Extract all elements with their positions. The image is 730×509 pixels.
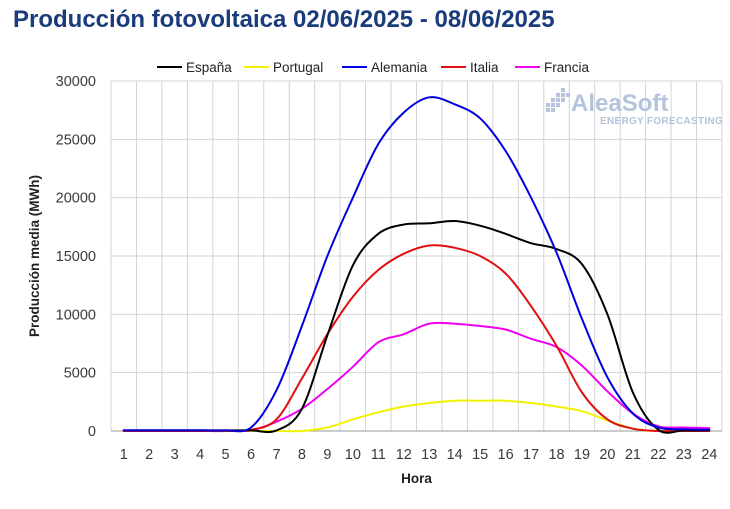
x-tick-label: 9 <box>323 447 331 463</box>
legend-label: Alemania <box>371 60 428 75</box>
x-tick-label: 15 <box>472 447 488 463</box>
y-tick-label: 0 <box>88 424 96 440</box>
aleasoft-watermark: AleaSoft ENERGY FORECASTING <box>546 88 723 127</box>
x-tick-label: 17 <box>523 447 539 463</box>
grid <box>110 80 723 432</box>
x-tick-label: 8 <box>298 447 306 463</box>
legend-label: Italia <box>470 60 499 75</box>
x-tick-label: 22 <box>650 447 666 463</box>
y-tick-label: 20000 <box>56 191 96 207</box>
watermark-brand: AleaSoft <box>571 90 668 117</box>
x-tick-label: 3 <box>171 447 179 463</box>
x-tick-label: 7 <box>272 447 280 463</box>
x-tick-label: 1 <box>120 447 128 463</box>
y-tick-label: 30000 <box>56 74 96 90</box>
x-tick-label: 10 <box>345 447 361 463</box>
x-tick-label: 2 <box>145 447 153 463</box>
legend: España Portugal Alemania Italia Francia <box>157 60 590 75</box>
x-tick-label: 13 <box>421 447 437 463</box>
y-axis-title: Producción media (MWh) <box>27 175 42 337</box>
series-lines <box>122 96 711 434</box>
x-tick-label: 18 <box>548 447 564 463</box>
x-tick-label: 11 <box>371 447 386 463</box>
x-tick-label: 19 <box>574 447 590 463</box>
x-tick-label: 6 <box>247 447 255 463</box>
x-tick-label: 24 <box>701 447 717 463</box>
x-axis-title: Hora <box>401 471 432 486</box>
watermark-tagline: ENERGY FORECASTING <box>600 116 723 127</box>
legend-label: Portugal <box>273 60 323 75</box>
y-tick-label: 15000 <box>56 249 96 265</box>
x-tick-label: 23 <box>676 447 692 463</box>
y-tick-label: 10000 <box>56 307 96 323</box>
legend-label: Francia <box>544 60 590 75</box>
x-tick-label: 12 <box>396 447 412 463</box>
y-tick-label: 25000 <box>56 132 96 148</box>
legend-label: España <box>186 60 232 75</box>
x-tick-label: 14 <box>447 447 463 463</box>
x-tick-label: 16 <box>498 447 514 463</box>
chart-title: Producción fotovoltaica 02/06/2025 - 08/… <box>13 6 555 33</box>
series-line-alemania <box>122 96 711 433</box>
y-tick-label: 5000 <box>64 366 96 382</box>
x-tick-label: 5 <box>222 447 230 463</box>
logo-icon <box>546 88 570 112</box>
x-tick-label: 4 <box>196 447 204 463</box>
x-tick-label: 20 <box>599 447 615 463</box>
x-tick-label: 21 <box>625 447 641 463</box>
